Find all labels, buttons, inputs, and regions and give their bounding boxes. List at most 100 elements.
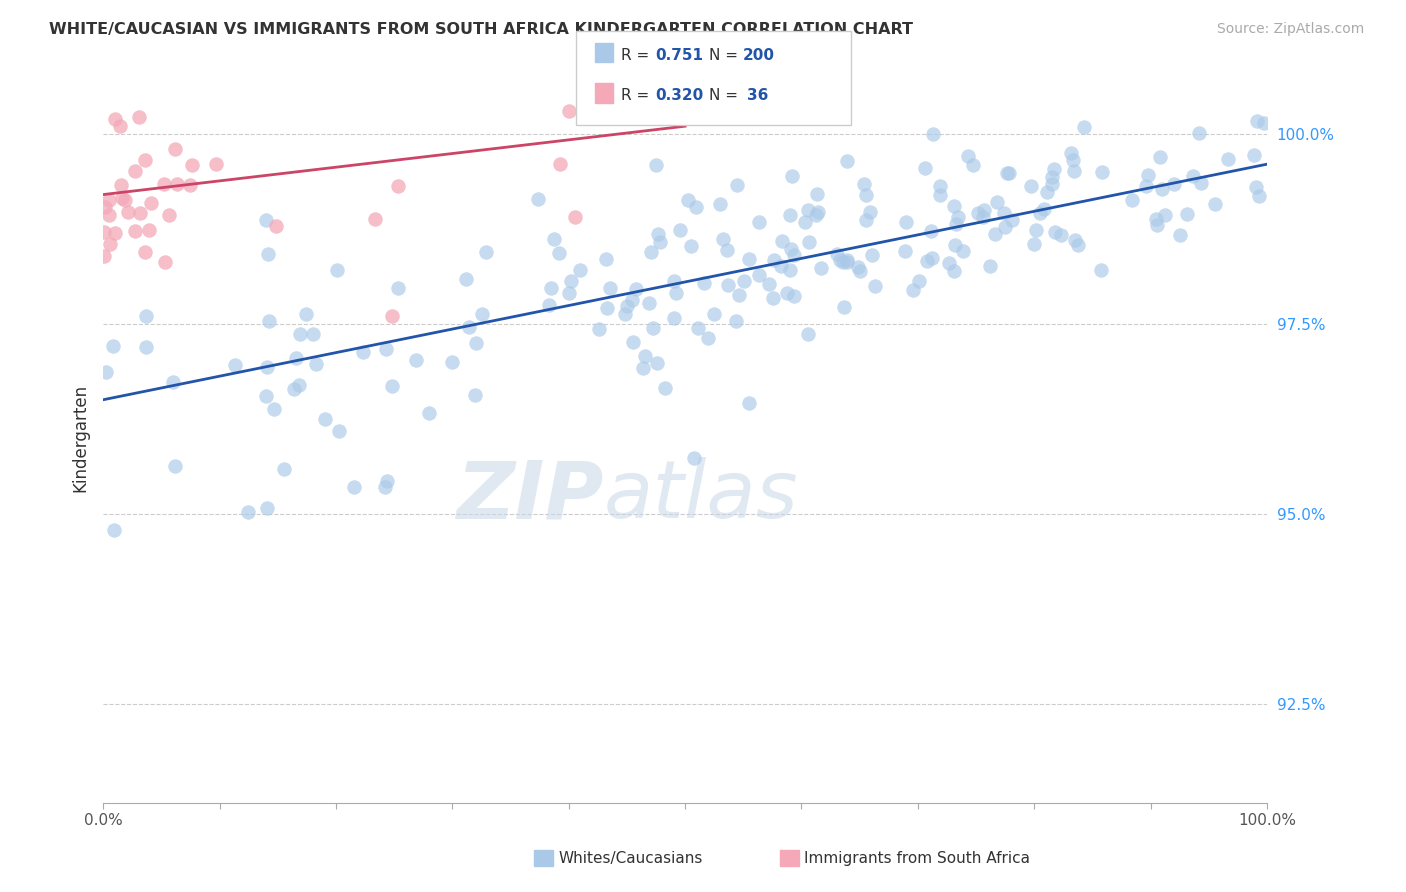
- Point: [288, 326, 311, 341]
- Point: [1043, 161, 1066, 176]
- Point: [1135, 179, 1157, 194]
- Point: [1216, 152, 1239, 166]
- Point: [1062, 153, 1084, 167]
- Point: [807, 205, 830, 219]
- Point: [457, 320, 479, 334]
- Point: [972, 210, 994, 224]
- Point: [94, 200, 117, 214]
- Point: [440, 355, 463, 369]
- Point: [849, 264, 872, 278]
- Point: [914, 161, 936, 175]
- Text: N =: N =: [709, 88, 738, 103]
- Point: [138, 222, 160, 236]
- Point: [153, 255, 176, 269]
- Point: [748, 268, 770, 282]
- Point: [831, 255, 853, 269]
- Point: [668, 223, 690, 237]
- Point: [1029, 205, 1052, 219]
- Point: [595, 252, 617, 266]
- Point: [921, 251, 943, 265]
- Point: [471, 307, 494, 321]
- Point: [681, 239, 703, 253]
- Point: [381, 378, 404, 392]
- Point: [418, 406, 440, 420]
- Point: [1243, 148, 1265, 162]
- Point: [1040, 177, 1063, 191]
- Point: [110, 178, 132, 192]
- Point: [1033, 202, 1056, 216]
- Point: [295, 308, 318, 322]
- Point: [134, 153, 156, 168]
- Point: [103, 339, 125, 353]
- Point: [621, 335, 644, 350]
- Point: [547, 246, 569, 260]
- Point: [387, 281, 409, 295]
- Point: [922, 127, 945, 141]
- Point: [104, 112, 127, 126]
- Point: [697, 331, 720, 345]
- Point: [257, 247, 280, 261]
- Point: [374, 480, 396, 494]
- Y-axis label: Kindergarten: Kindergarten: [72, 384, 89, 491]
- Point: [779, 208, 801, 222]
- Point: [855, 188, 877, 202]
- Point: [375, 342, 398, 356]
- Point: [254, 388, 277, 402]
- Point: [703, 307, 725, 321]
- Point: [256, 359, 278, 374]
- Point: [855, 212, 877, 227]
- Point: [256, 500, 278, 515]
- Point: [527, 193, 550, 207]
- Point: [942, 199, 965, 213]
- Point: [738, 396, 761, 410]
- Point: [1247, 189, 1270, 203]
- Point: [662, 311, 685, 326]
- Point: [634, 349, 657, 363]
- Point: [748, 215, 770, 229]
- Point: [728, 288, 751, 302]
- Point: [794, 215, 817, 229]
- Text: R =: R =: [621, 88, 650, 103]
- Point: [806, 187, 828, 202]
- Point: [273, 462, 295, 476]
- Point: [915, 254, 938, 268]
- Point: [664, 274, 686, 288]
- Point: [1154, 208, 1177, 222]
- Point: [1019, 178, 1042, 193]
- Point: [837, 153, 859, 168]
- Point: [986, 194, 1008, 209]
- Point: [139, 196, 162, 211]
- Point: [224, 358, 246, 372]
- Point: [858, 204, 880, 219]
- Text: R =: R =: [621, 48, 650, 62]
- Point: [564, 211, 586, 225]
- Point: [387, 178, 409, 193]
- Point: [1204, 197, 1226, 211]
- Point: [97, 193, 120, 207]
- Point: [797, 326, 820, 341]
- Point: [537, 298, 560, 312]
- Point: [548, 157, 571, 171]
- Point: [998, 166, 1021, 180]
- Point: [343, 480, 366, 494]
- Point: [1091, 165, 1114, 179]
- Point: [543, 232, 565, 246]
- Point: [128, 111, 150, 125]
- Point: [631, 361, 654, 376]
- Point: [957, 149, 980, 163]
- Point: [166, 178, 188, 192]
- Point: [908, 274, 931, 288]
- Point: [264, 219, 287, 234]
- Point: [1001, 213, 1024, 227]
- Point: [920, 225, 942, 239]
- Point: [1244, 180, 1267, 194]
- Text: ZIP: ZIP: [456, 457, 603, 535]
- Point: [464, 387, 486, 401]
- Point: [1063, 164, 1085, 178]
- Point: [181, 158, 204, 172]
- Point: [770, 259, 793, 273]
- Point: [1189, 176, 1212, 190]
- Point: [124, 164, 146, 178]
- Point: [973, 203, 995, 218]
- Point: [682, 451, 704, 466]
